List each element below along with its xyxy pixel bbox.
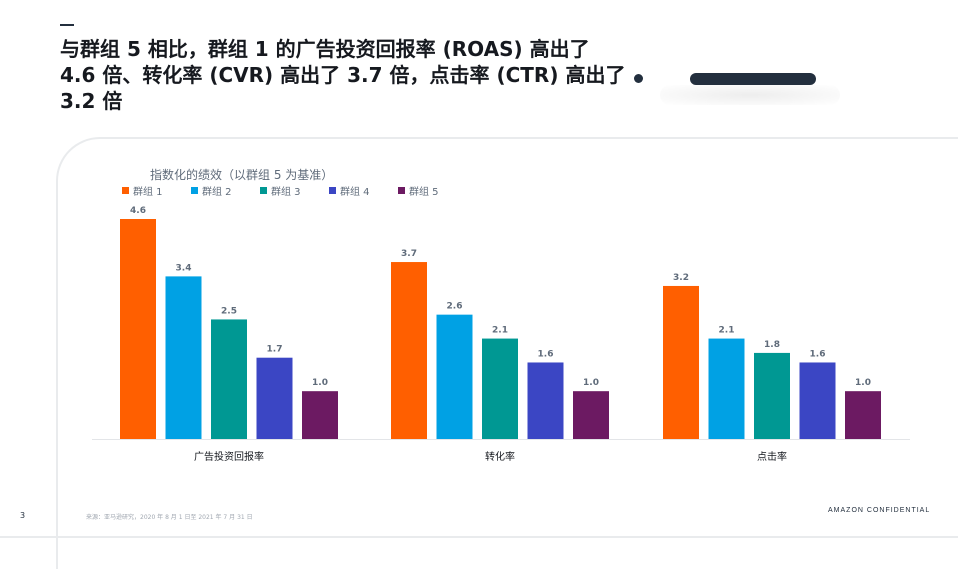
data-label-1-group-1: 4.6	[130, 206, 146, 216]
legend-label-group-2: 群组 2	[202, 185, 232, 198]
source-note: 来源：亚马逊研究，2020 年 8 月 1 日至 2021 年 7 月 31 日	[86, 514, 253, 521]
bar-1-group-4	[256, 357, 293, 439]
legend-swatch-group-2	[191, 187, 198, 194]
confidential-label: AMAZON CONFIDENTIAL	[828, 507, 931, 514]
legend-swatch-group-5	[398, 187, 405, 194]
bar-3-group-2	[708, 338, 745, 439]
legend-label-group-5: 群组 5	[409, 185, 439, 198]
bar-2-group-5	[573, 391, 609, 439]
data-label-3-group-4: 1.6	[810, 349, 826, 359]
page-title: 与群组 5 相比，群组 1 的广告投资回报率 (ROAS) 高出了 4.6 倍、…	[60, 36, 650, 114]
legend-swatch-group-4	[329, 187, 336, 194]
decorative-dot	[634, 74, 643, 83]
data-label-2-group-2: 2.6	[447, 302, 463, 312]
title-line-2: 4.6 倍、转化率 (CVR) 高出了 3.7 倍，点击率 (CTR) 高出了	[60, 63, 626, 87]
data-label-3-group-1: 3.2	[673, 273, 689, 283]
legend-swatch-group-3	[260, 187, 267, 194]
category-label-3: 点击率	[757, 450, 787, 463]
bar-2-group-3	[482, 338, 518, 439]
data-label-3-group-5: 1.0	[855, 378, 871, 388]
data-label-2-group-4: 1.6	[538, 349, 554, 359]
bar-2-group-4	[527, 362, 564, 439]
legend-label-group-3: 群组 3	[271, 185, 301, 198]
data-label-1-group-4: 1.7	[267, 345, 283, 355]
bar-3-group-1	[663, 285, 699, 439]
legend-swatch-group-1	[122, 187, 129, 194]
legend-label-group-1: 群组 1	[133, 185, 163, 198]
bar-3-group-5	[845, 391, 881, 439]
data-label-2-group-5: 1.0	[583, 378, 599, 388]
data-label-1-group-2: 3.4	[176, 263, 192, 273]
data-label-2-group-3: 2.1	[492, 326, 508, 336]
bar-chart: 指数化的绩效（以群组 5 为基准） 群组 1 群组 2 群组 3 群组 4 群组 5 4.6…	[92, 167, 910, 463]
data-label-1-group-5: 1.0	[312, 378, 328, 388]
bar-3-group-4	[799, 362, 836, 439]
page-number: 3	[20, 511, 26, 520]
title-line-3: 3.2 倍	[60, 89, 123, 113]
bar-1-group-3	[211, 319, 247, 439]
bar-1-group-5	[302, 391, 338, 439]
bar-2-group-1	[391, 262, 427, 439]
bar-3-group-3	[754, 352, 790, 439]
data-label-1-group-3: 2.5	[221, 306, 237, 316]
decorative-pill-shadow	[660, 85, 840, 105]
title-line-1: 与群组 5 相比，群组 1 的广告投资回报率 (ROAS) 高出了	[60, 37, 590, 61]
legend-label-group-4: 群组 4	[340, 185, 370, 198]
category-label-2: 转化率	[485, 450, 515, 463]
bar-1-group-2	[165, 276, 202, 439]
bar-1-group-1	[120, 219, 156, 439]
bottom-divider	[0, 536, 958, 538]
chart-title: 指数化的绩效（以群组 5 为基准）	[150, 167, 333, 182]
decorative-pill	[690, 73, 816, 85]
category-label-1: 广告投资回报率	[194, 450, 264, 463]
data-label-2-group-1: 3.7	[401, 249, 417, 259]
bar-2-group-2	[436, 314, 473, 439]
data-label-3-group-2: 2.1	[719, 326, 735, 336]
data-label-3-group-3: 1.8	[764, 340, 780, 350]
accent-dash	[60, 24, 74, 26]
